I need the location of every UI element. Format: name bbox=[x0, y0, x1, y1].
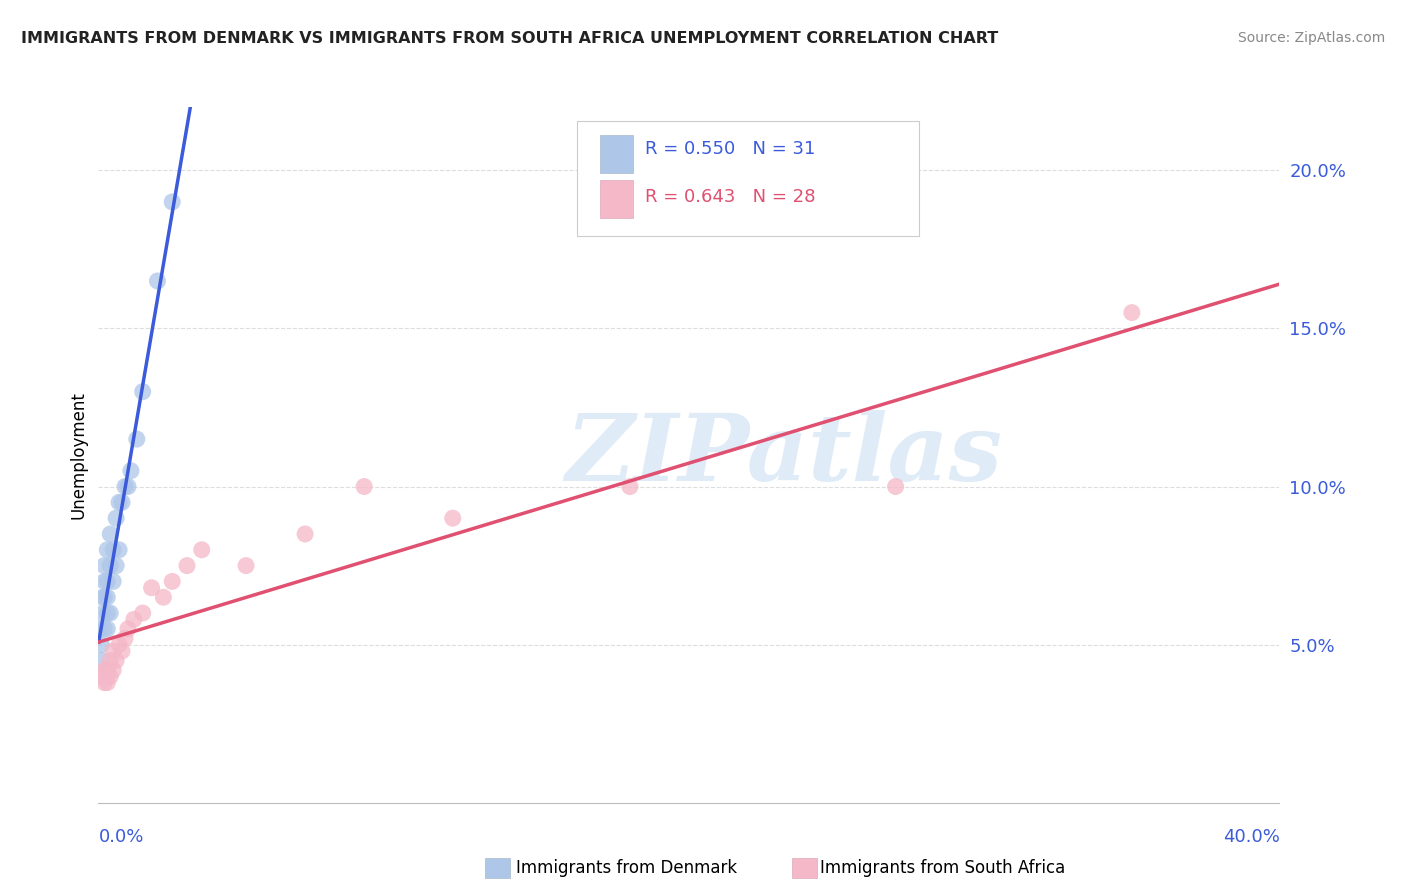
Point bbox=[108, 542, 131, 557]
Point bbox=[108, 638, 131, 652]
Point bbox=[176, 558, 198, 573]
Point bbox=[93, 675, 115, 690]
Point bbox=[91, 606, 114, 620]
Point bbox=[141, 581, 163, 595]
Point bbox=[98, 669, 121, 683]
Point bbox=[105, 511, 128, 525]
Point bbox=[162, 574, 183, 589]
Text: R = 0.550   N = 31: R = 0.550 N = 31 bbox=[645, 140, 815, 158]
Bar bbox=[600, 180, 634, 219]
Point bbox=[96, 591, 118, 605]
Point bbox=[91, 591, 114, 605]
Point bbox=[103, 542, 125, 557]
Point bbox=[89, 622, 111, 636]
Point bbox=[120, 464, 142, 478]
Text: R = 0.643   N = 28: R = 0.643 N = 28 bbox=[645, 188, 815, 206]
Point bbox=[152, 591, 174, 605]
Point bbox=[619, 479, 641, 493]
Text: Source: ZipAtlas.com: Source: ZipAtlas.com bbox=[1237, 31, 1385, 45]
Text: 0.0%: 0.0% bbox=[98, 828, 143, 847]
Text: 40.0%: 40.0% bbox=[1223, 828, 1279, 847]
Point bbox=[132, 606, 155, 620]
Point bbox=[103, 663, 125, 677]
Text: ZIPatlas: ZIPatlas bbox=[565, 410, 1002, 500]
Point bbox=[1121, 305, 1143, 319]
Point bbox=[93, 591, 115, 605]
Point bbox=[93, 558, 115, 573]
Point bbox=[96, 542, 118, 557]
Point bbox=[162, 194, 183, 209]
Point bbox=[96, 663, 118, 677]
Point bbox=[93, 663, 115, 677]
Point bbox=[111, 495, 134, 509]
Point bbox=[96, 622, 118, 636]
Point bbox=[96, 675, 118, 690]
Point bbox=[117, 479, 139, 493]
Point bbox=[111, 644, 134, 658]
Point bbox=[441, 511, 464, 525]
Text: Immigrants from Denmark: Immigrants from Denmark bbox=[516, 859, 737, 877]
Point bbox=[103, 574, 125, 589]
Point bbox=[884, 479, 907, 493]
FancyBboxPatch shape bbox=[576, 121, 920, 235]
Point bbox=[96, 606, 118, 620]
Point bbox=[117, 622, 139, 636]
Point bbox=[108, 495, 131, 509]
Text: IMMIGRANTS FROM DENMARK VS IMMIGRANTS FROM SOUTH AFRICA UNEMPLOYMENT CORRELATION: IMMIGRANTS FROM DENMARK VS IMMIGRANTS FR… bbox=[21, 31, 998, 46]
Point bbox=[114, 479, 136, 493]
Text: Immigrants from South Africa: Immigrants from South Africa bbox=[820, 859, 1064, 877]
Point bbox=[105, 653, 128, 667]
Point bbox=[125, 432, 148, 446]
Point bbox=[294, 527, 316, 541]
Point bbox=[235, 558, 257, 573]
Point bbox=[146, 274, 169, 288]
Point bbox=[132, 384, 155, 399]
Point bbox=[114, 632, 136, 646]
Bar bbox=[600, 135, 634, 173]
Point bbox=[90, 669, 112, 683]
Point bbox=[353, 479, 375, 493]
Point bbox=[191, 542, 214, 557]
Point bbox=[90, 653, 112, 667]
Point bbox=[98, 653, 121, 667]
Y-axis label: Unemployment: Unemployment bbox=[69, 391, 87, 519]
Point bbox=[98, 558, 121, 573]
Point bbox=[122, 612, 145, 626]
Point bbox=[98, 527, 121, 541]
Point bbox=[93, 622, 115, 636]
Point bbox=[98, 606, 121, 620]
Point bbox=[103, 644, 125, 658]
Point bbox=[96, 574, 118, 589]
Point bbox=[90, 638, 112, 652]
Point bbox=[105, 558, 128, 573]
Point bbox=[93, 574, 115, 589]
